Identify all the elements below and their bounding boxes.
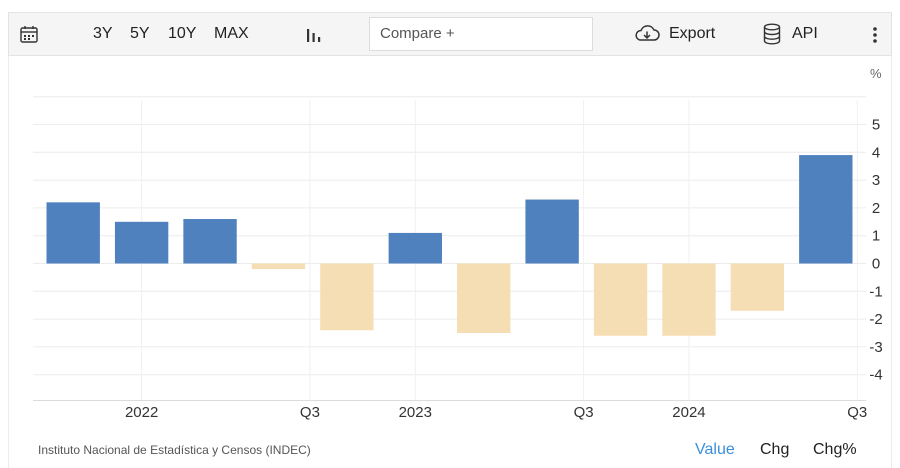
- y-tick-label: 5: [872, 117, 880, 134]
- bars: [46, 155, 853, 336]
- mode-value-button[interactable]: Value: [695, 441, 735, 458]
- bar: [46, 202, 100, 264]
- bar: [457, 263, 511, 333]
- y-tick-labels: 5 4 3 2 1 0 -1 -2 -3 -4: [869, 117, 882, 384]
- bar: [320, 263, 374, 331]
- y-tick-label: 0: [872, 256, 880, 273]
- vertical-dots-icon[interactable]: [869, 13, 881, 55]
- grid-lines: [33, 96, 866, 401]
- source-label: Instituto Nacional de Estadística y Cens…: [38, 443, 311, 457]
- bar: [799, 155, 853, 264]
- x-tick-label: Q3: [847, 404, 867, 421]
- x-tick-label: 2022: [125, 404, 158, 421]
- x-tick-labels: 2022 Q3 2023 Q3 2024 Q3: [125, 404, 867, 421]
- bar: [525, 199, 579, 264]
- bar: [183, 219, 237, 264]
- bar: [114, 221, 169, 264]
- compare-input[interactable]: Compare +: [369, 17, 593, 51]
- range-5y-button[interactable]: 5Y: [130, 25, 150, 42]
- mode-chg-pct-button[interactable]: Chg%: [813, 441, 857, 458]
- y-tick-label: 1: [872, 228, 880, 245]
- y-tick-label: -1: [869, 283, 882, 300]
- bar: [388, 232, 442, 264]
- export-button[interactable]: Export: [669, 25, 716, 42]
- x-tick-label: Q3: [300, 404, 320, 421]
- bar-chart-icon[interactable]: [305, 13, 325, 55]
- x-tick-label: 2024: [672, 404, 705, 421]
- y-tick-label: 2: [872, 200, 880, 217]
- y-tick-label: -4: [869, 367, 882, 384]
- y-tick-label: -3: [869, 339, 882, 356]
- bar: [593, 263, 648, 336]
- range-10y-button[interactable]: 10Y: [168, 25, 197, 42]
- cloud-download-icon[interactable]: [633, 13, 663, 55]
- api-button[interactable]: API: [792, 25, 818, 42]
- calendar-icon[interactable]: [19, 13, 41, 55]
- database-icon[interactable]: [763, 13, 783, 55]
- chart-toolbar: 3Y 5Y 10Y MAX Compare + Export API: [8, 12, 892, 56]
- bar: [662, 263, 716, 336]
- x-tick-label: Q3: [574, 404, 594, 421]
- bar: [251, 263, 306, 270]
- y-axis-unit: %: [870, 66, 882, 81]
- y-tick-label: 3: [872, 172, 880, 189]
- bar: [730, 263, 785, 311]
- range-max-button[interactable]: MAX: [214, 25, 249, 42]
- x-tick-label: 2023: [399, 404, 432, 421]
- range-3y-button[interactable]: 3Y: [93, 25, 113, 42]
- mode-chg-button[interactable]: Chg: [760, 441, 790, 458]
- y-tick-label: -2: [869, 311, 882, 328]
- y-tick-label: 4: [872, 144, 880, 161]
- chart-frame: [8, 56, 892, 468]
